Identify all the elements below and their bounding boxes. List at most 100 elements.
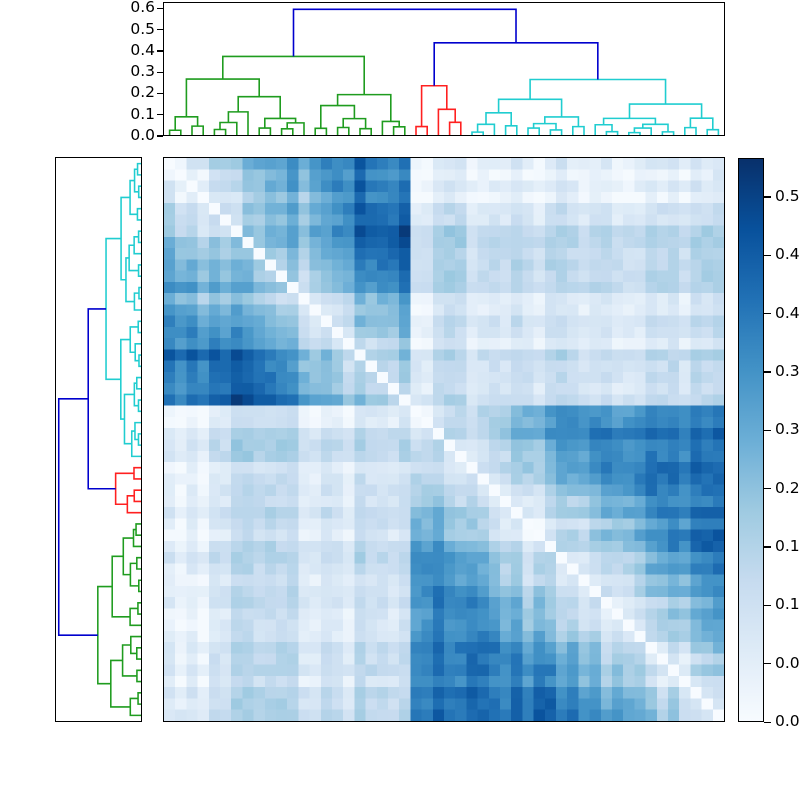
dendrogram-link bbox=[136, 647, 141, 660]
colorbar-ticks: 0.00 0.06 0.12 0.18 0.24 0.30 0.36 0.42 0.48 0.54 bbox=[764, 150, 800, 730]
dendrogram-link bbox=[628, 103, 703, 119]
colorbar-tick-label: 0.42 bbox=[775, 303, 800, 322]
dendrogram-link bbox=[314, 127, 328, 135]
dendrogram-link bbox=[125, 257, 135, 303]
dendrogram-link bbox=[137, 264, 141, 278]
top-axis-tick-label: 0.4 bbox=[130, 40, 155, 59]
dendrogram-link bbox=[137, 185, 141, 199]
dendrogram-link bbox=[136, 162, 141, 176]
dendrogram-link bbox=[120, 196, 131, 281]
dendrogram-link bbox=[237, 95, 281, 119]
dendrogram-link bbox=[133, 236, 141, 255]
dendrogram-link bbox=[392, 126, 406, 135]
top-axis-tick-mark bbox=[157, 50, 163, 52]
dendrogram-link bbox=[132, 528, 141, 548]
colorbar-tick-label: 0.48 bbox=[775, 245, 800, 264]
dendrogram-link bbox=[359, 127, 372, 135]
colorbar-gradient bbox=[739, 159, 763, 721]
left-dendrogram-canvas bbox=[57, 162, 141, 717]
top-dendrogram bbox=[163, 2, 725, 136]
colorbar-tick-label: 0.54 bbox=[775, 186, 800, 205]
dendrogram-link bbox=[130, 635, 141, 655]
dendrogram-link bbox=[121, 644, 137, 677]
dendrogram-link bbox=[185, 78, 260, 117]
dendrogram-link bbox=[136, 556, 141, 570]
colorbar-tick-mark bbox=[764, 254, 771, 257]
top-dendrogram-canvas bbox=[168, 8, 720, 135]
dendrogram-link-root bbox=[87, 308, 116, 490]
dendrogram-link bbox=[320, 104, 356, 129]
dendrogram-link bbox=[174, 116, 199, 131]
dendrogram-link bbox=[134, 421, 141, 441]
dendrogram-link bbox=[642, 123, 669, 132]
dendrogram-link bbox=[122, 537, 134, 576]
dendrogram-link bbox=[135, 523, 141, 537]
colorbar-tick-label: 0.12 bbox=[775, 595, 800, 614]
dendrogram-link bbox=[129, 697, 141, 717]
dendrogram-link bbox=[137, 433, 141, 446]
colorbar-tick-mark bbox=[764, 429, 771, 432]
dendrogram-link bbox=[420, 84, 448, 127]
dendrogram-link bbox=[105, 237, 122, 381]
top-dendrogram-axis: 0.0 0.1 0.2 0.3 0.4 0.5 0.6 bbox=[124, 0, 163, 144]
dendrogram-link bbox=[532, 122, 557, 130]
colorbar-tick-label: 0.18 bbox=[775, 536, 800, 555]
dendrogram-link bbox=[336, 126, 350, 135]
dendrogram-link bbox=[135, 376, 141, 390]
dendrogram-link-root bbox=[292, 8, 517, 57]
dendrogram-link bbox=[504, 125, 518, 135]
top-axis-tick-mark bbox=[157, 114, 163, 116]
dendrogram-link bbox=[222, 55, 365, 95]
dendrogram-link bbox=[227, 111, 249, 135]
dendrogram-link bbox=[628, 131, 641, 135]
dendrogram-link bbox=[134, 342, 141, 362]
dendrogram-link bbox=[114, 472, 134, 506]
left-dendrogram bbox=[55, 157, 142, 722]
dendrogram-link bbox=[476, 123, 496, 135]
top-axis-tick-mark bbox=[157, 92, 163, 95]
dendrogram-link bbox=[415, 125, 428, 135]
colorbar-tick-mark bbox=[764, 488, 771, 490]
colorbar-tick-mark bbox=[764, 663, 771, 665]
colorbar-tick-mark bbox=[764, 313, 771, 315]
dendrogram-link bbox=[137, 399, 141, 413]
dendrogram-link bbox=[661, 131, 675, 135]
dendrogram-link bbox=[448, 121, 462, 135]
dendrogram-link bbox=[133, 382, 139, 407]
colorbar-tick-label: 0.06 bbox=[775, 653, 800, 672]
colorbar-tick-label: 0.36 bbox=[775, 361, 800, 380]
dendrogram-link bbox=[633, 127, 652, 135]
top-axis-tick-mark bbox=[157, 7, 163, 9]
dendrogram-link-root bbox=[57, 398, 98, 636]
dendrogram-link bbox=[133, 466, 141, 480]
dendrogram-link bbox=[120, 338, 131, 420]
dendrogram-link bbox=[126, 495, 141, 514]
dendrogram-link bbox=[136, 207, 141, 221]
dendrogram-link bbox=[138, 354, 141, 368]
dendrogram-link bbox=[130, 430, 141, 458]
dendrogram-link bbox=[168, 129, 182, 135]
dendrogram-link bbox=[137, 320, 141, 334]
dendrogram-link bbox=[280, 128, 294, 135]
top-axis-tick-label: 0.1 bbox=[130, 104, 155, 123]
dendrogram-link bbox=[381, 120, 400, 135]
dendrogram-link bbox=[689, 117, 714, 130]
dendrogram-link bbox=[123, 393, 135, 445]
dendrogram-link bbox=[286, 122, 305, 135]
dendrogram-link bbox=[133, 168, 139, 193]
dendrogram-link bbox=[129, 326, 139, 354]
dendrogram-link bbox=[485, 112, 512, 126]
colorbar-tick-label: 0.00 bbox=[775, 712, 800, 730]
dendrogram-link bbox=[544, 116, 580, 127]
dendrogram-link bbox=[527, 127, 540, 135]
dendrogram-link bbox=[219, 121, 238, 135]
top-axis-tick-label: 0.0 bbox=[130, 126, 155, 144]
dendrogram-link bbox=[129, 607, 141, 627]
colorbar-tick-label: 0.24 bbox=[775, 478, 800, 497]
dendrogram-link bbox=[133, 489, 141, 503]
dendrogram-link bbox=[684, 126, 697, 135]
dendrogram-link bbox=[602, 117, 657, 125]
dendrogram-link bbox=[128, 244, 139, 272]
colorbar bbox=[738, 158, 764, 722]
colorbar-tick-mark bbox=[764, 546, 771, 548]
